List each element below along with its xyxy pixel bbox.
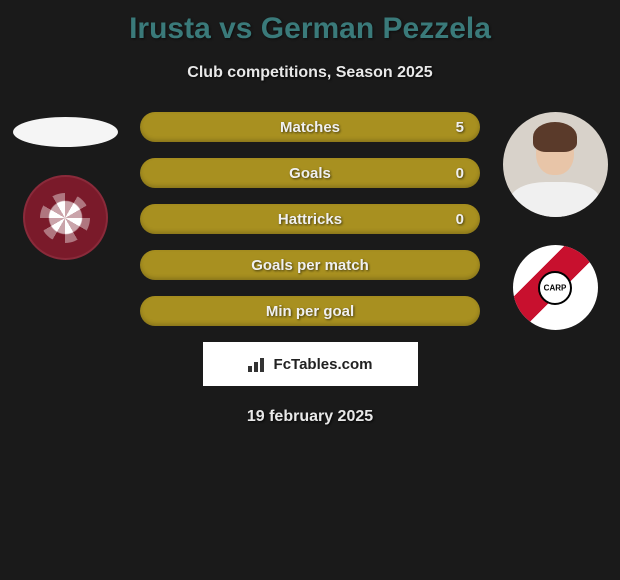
stat-bar-goals: Goals 0 <box>140 158 480 188</box>
bar-chart-icon <box>248 356 268 372</box>
player-right-column: CARP <box>500 112 610 330</box>
date-label: 19 february 2025 <box>10 408 610 426</box>
stat-value: 0 <box>456 211 464 228</box>
badge-river-text: CARP <box>544 283 567 292</box>
stats-list: Matches 5 Goals 0 Hattricks 0 Goals per … <box>140 112 480 326</box>
stat-label: Matches <box>280 119 340 136</box>
stat-bar-goals-per-match: Goals per match <box>140 250 480 280</box>
attribution-banner: FcTables.com <box>203 342 418 386</box>
stat-bar-matches: Matches 5 <box>140 112 480 142</box>
avatar-shoulders <box>510 182 600 217</box>
player-left-avatar-placeholder <box>13 117 118 147</box>
stat-value: 5 <box>456 119 464 136</box>
stat-label: Goals <box>289 165 331 182</box>
stat-bar-min-per-goal: Min per goal <box>140 296 480 326</box>
stat-value: 0 <box>456 165 464 182</box>
comparison-panel: CARP Matches 5 Goals 0 Hattricks 0 Goals… <box>0 112 620 426</box>
stat-bar-hattricks: Hattricks 0 <box>140 204 480 234</box>
page-title: Irusta vs German Pezzela <box>0 0 620 46</box>
club-badge-right: CARP <box>513 245 598 330</box>
stat-label: Goals per match <box>251 257 369 274</box>
player-left-column <box>10 112 120 260</box>
club-badge-left <box>23 175 108 260</box>
attribution-text: FcTables.com <box>274 356 373 373</box>
player-right-avatar <box>503 112 608 217</box>
stat-label: Hattricks <box>278 211 342 228</box>
stat-label: Min per goal <box>266 303 354 320</box>
subtitle: Club competitions, Season 2025 <box>0 64 620 82</box>
